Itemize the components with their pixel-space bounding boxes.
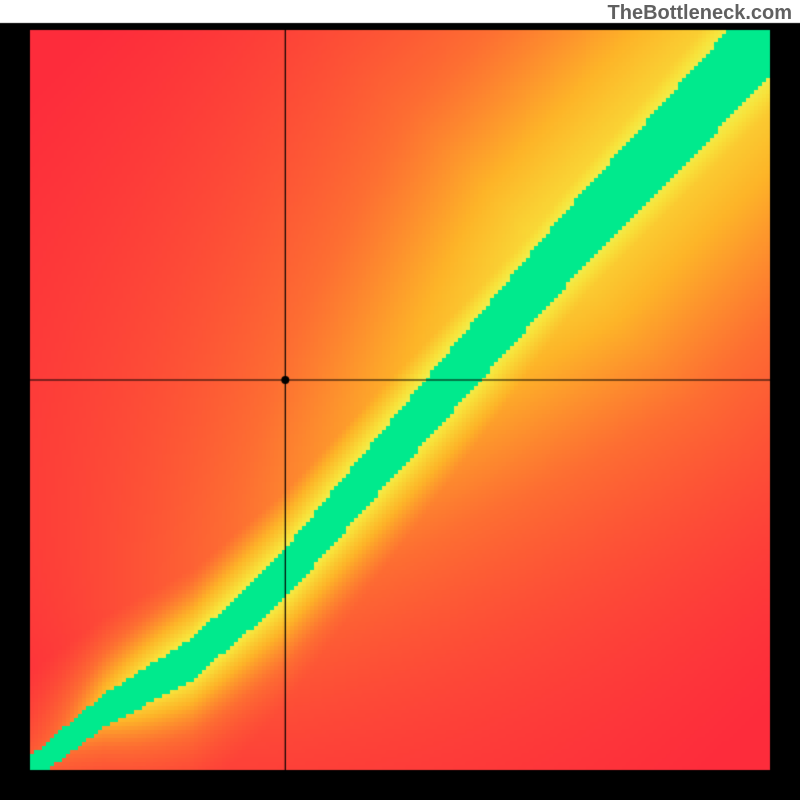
- attribution-text: TheBottleneck.com: [608, 2, 792, 25]
- bottleneck-heatmap: [0, 0, 800, 800]
